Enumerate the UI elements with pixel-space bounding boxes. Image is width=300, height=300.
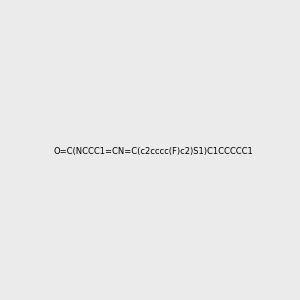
- Text: O=C(NCCC1=CN=C(c2cccc(F)c2)S1)C1CCCCC1: O=C(NCCC1=CN=C(c2cccc(F)c2)S1)C1CCCCC1: [54, 147, 254, 156]
